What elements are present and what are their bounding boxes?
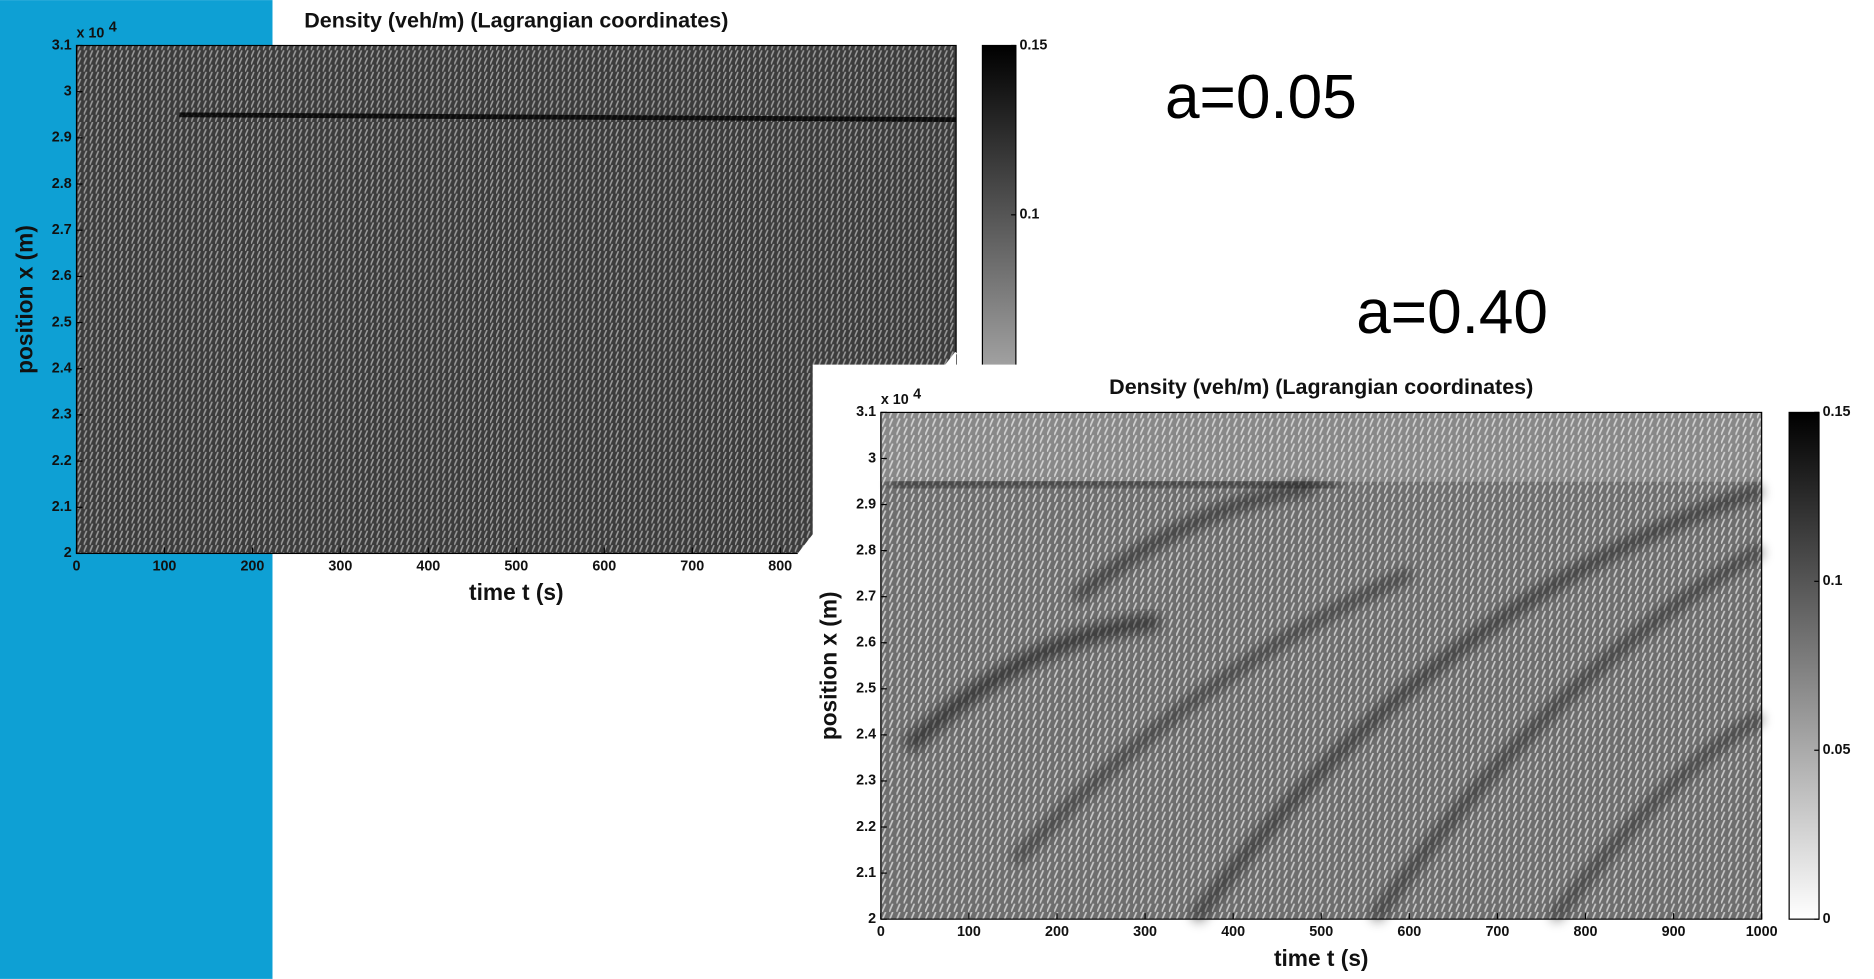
y-tick-label: 2.6	[856, 635, 876, 651]
chart-title: Density (veh/m) (Lagrangian coordinates)	[304, 8, 728, 32]
x-tick-label: 400	[1221, 924, 1245, 940]
x-tick-label: 100	[957, 924, 981, 940]
colorbar	[1788, 411, 1820, 920]
dark-wave	[1190, 484, 1764, 923]
y-tick-label: 3	[868, 450, 876, 466]
colorbar-tick-label: 0.1	[1019, 207, 1039, 223]
y-tick-label: 2.3	[856, 773, 876, 789]
colorbar-tick-label: 0.15	[1823, 404, 1851, 420]
x-tick-label: 400	[416, 558, 440, 574]
chart-title: Density (veh/m) (Lagrangian coordinates)	[1109, 375, 1533, 399]
y-tick-label: 2.4	[52, 361, 72, 377]
y-tick-label: 2.4	[856, 727, 876, 743]
x-tick-label: 900	[1662, 924, 1686, 940]
dark-wave	[890, 475, 1339, 494]
y-tick-label: 2.5	[856, 681, 876, 697]
y-tick-label: 2	[868, 911, 876, 927]
x-axis-label: time t (s)	[469, 579, 564, 605]
y-tick-label: 2.1	[856, 865, 876, 881]
x-tick-label: 200	[240, 558, 264, 574]
x-tick-label: 600	[1397, 924, 1421, 940]
y-tick-label: 2.9	[856, 496, 876, 512]
x-tick-label: 200	[1045, 924, 1069, 940]
heatmap	[76, 45, 957, 554]
colorbar-tick-label: 0.1	[1823, 573, 1843, 589]
dark-wave	[1549, 712, 1764, 923]
x-axis-label: time t (s)	[1274, 945, 1369, 971]
x-tick-label: 1000	[1746, 924, 1778, 940]
y-multiplier-exp: 4	[109, 19, 117, 35]
y-axis-label: position x (m)	[816, 591, 842, 740]
y-tick-label: 2.7	[856, 588, 876, 604]
dark-band	[179, 112, 957, 122]
colorbar-tick-label: 0	[1823, 911, 1831, 927]
upper-region	[880, 412, 1762, 482]
chart-2: 0 100 200 300 400 500 600 700 800 900 1000 2 2.1 2.2 2…	[812, 364, 1874, 979]
y-tick-label: 2.8	[856, 542, 876, 558]
x-tick-label: 500	[1309, 924, 1333, 940]
colorbar-tick-label: 0.15	[1019, 37, 1047, 53]
y-tick-label: 2.7	[52, 222, 72, 238]
dark-wave	[1370, 545, 1765, 923]
x-tick-label: 700	[1485, 924, 1509, 940]
dark-wave	[902, 613, 1161, 754]
colorbar-tick-label: 0.05	[1823, 742, 1851, 758]
x-tick-label: 0	[877, 924, 885, 940]
x-tick-label: 300	[328, 558, 352, 574]
y-tick-label: 2.9	[52, 130, 72, 146]
y-tick-label: 2.1	[52, 499, 72, 515]
x-tick-label: 300	[1133, 924, 1157, 940]
x-tick-label: 600	[592, 558, 616, 574]
y-tick-label: 2.3	[52, 407, 72, 423]
y-tick-label: 2.5	[52, 314, 72, 330]
annotation: a=0.40	[1356, 278, 1548, 347]
y-axis-label: position x (m)	[11, 225, 37, 374]
y-tick-label: 2	[64, 545, 72, 561]
y-tick-label: 2.2	[856, 819, 876, 835]
x-tick-label: 500	[504, 558, 528, 574]
y-tick-label: 2.8	[52, 176, 72, 192]
y-multiplier: x 10	[76, 25, 104, 41]
dark-wave	[1012, 569, 1413, 864]
x-tick-label: 0	[73, 558, 81, 574]
x-tick-label: 800	[1574, 924, 1598, 940]
y-tick-label: 2.2	[52, 453, 72, 469]
x-tick-label: 700	[680, 558, 704, 574]
x-tick-label: 800	[768, 558, 792, 574]
annotation: a=0.05	[1165, 63, 1357, 132]
y-tick-label: 3	[64, 83, 72, 99]
y-multiplier-exp: 4	[913, 386, 921, 402]
y-multiplier: x 10	[881, 392, 909, 408]
y-tick-label: 3.1	[856, 404, 876, 420]
y-tick-label: 3.1	[52, 37, 72, 53]
y-tick-label: 2.6	[52, 268, 72, 284]
x-tick-label: 100	[152, 558, 176, 574]
dark-wave	[1071, 481, 1316, 603]
